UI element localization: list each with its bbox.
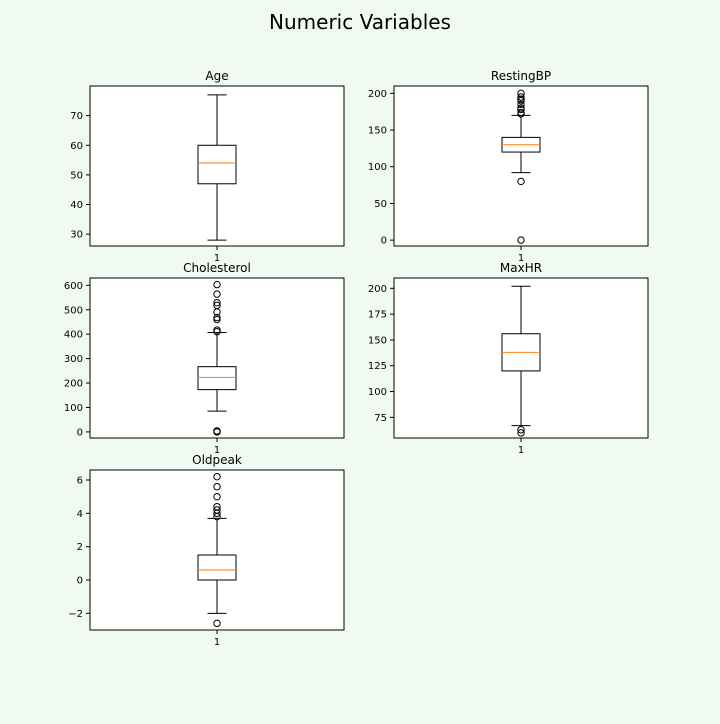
y-tick-label: 300 xyxy=(64,354,83,365)
y-tick-label: 70 xyxy=(70,111,83,122)
y-tick-label: 60 xyxy=(70,141,83,152)
outlier-point xyxy=(517,104,525,112)
figure-title: Numeric Variables xyxy=(269,10,451,34)
outlier-point xyxy=(517,93,525,101)
outlier-point xyxy=(517,429,525,437)
outlier-point xyxy=(517,95,525,103)
y-tick-label: 100 xyxy=(368,162,387,173)
y-tick-label: 200 xyxy=(368,89,387,100)
outlier-point xyxy=(213,326,221,334)
outlier-point xyxy=(213,301,221,310)
box xyxy=(197,554,237,581)
outlier-point xyxy=(213,313,221,322)
outlier-point xyxy=(213,427,221,435)
x-tick-label: 1 xyxy=(518,253,524,264)
outlier-point xyxy=(213,280,221,289)
subplot-cholesterol: Cholesterol 0 100 200 300 400 500 600 1 xyxy=(64,261,345,456)
y-tick-label: 600 xyxy=(64,281,83,292)
y-tick-label: 200 xyxy=(368,284,387,295)
outlier-point xyxy=(213,482,221,491)
y-tick-label: 50 xyxy=(374,199,387,210)
subplot-restingbp: RestingBP 0 50 100 150 200 1 xyxy=(368,69,649,264)
outlier-point xyxy=(517,426,525,434)
outlier-point xyxy=(517,236,525,244)
outlier-point xyxy=(517,89,525,98)
y-tick-label: 100 xyxy=(64,403,83,414)
y-tick-label: 30 xyxy=(70,230,83,241)
box xyxy=(197,144,237,185)
outlier-point xyxy=(517,177,525,186)
subplot-maxhr: MaxHR 75 100 125 150 175 200 1 xyxy=(368,261,649,456)
outlier-point xyxy=(517,100,525,109)
outlier-point xyxy=(213,619,221,628)
subplot-title: Cholesterol xyxy=(183,261,251,275)
y-tick-label: 75 xyxy=(374,413,387,424)
outlier-point xyxy=(213,298,221,307)
y-tick-label: 50 xyxy=(70,170,83,181)
subplot-age: Age 30 40 50 60 70 1 xyxy=(70,69,345,264)
subplot-title: Oldpeak xyxy=(192,453,242,467)
y-tick-label: 4 xyxy=(77,509,83,520)
outlier-point xyxy=(213,506,221,514)
y-tick-label: 2 xyxy=(77,542,83,553)
outlier-point xyxy=(213,315,221,324)
subplot-oldpeak: Oldpeak −2 0 2 4 6 1 xyxy=(68,453,345,648)
outlier-point xyxy=(517,108,525,117)
y-tick-label: 40 xyxy=(70,200,83,211)
outlier-point xyxy=(213,492,221,501)
subplot-title: RestingBP xyxy=(491,69,551,83)
y-tick-label: 0 xyxy=(77,576,83,587)
subplot-title: MaxHR xyxy=(500,261,542,275)
y-tick-label: 0 xyxy=(381,236,387,247)
outlier-point xyxy=(213,472,221,481)
y-tick-label: 200 xyxy=(64,379,83,390)
y-tick-label: 150 xyxy=(368,335,387,346)
y-tick-label: 150 xyxy=(368,126,387,137)
y-tick-label: 400 xyxy=(64,330,83,341)
y-tick-label: −2 xyxy=(68,609,83,620)
outlier-point xyxy=(213,290,221,298)
y-tick-label: 500 xyxy=(64,305,83,316)
y-tick-label: 125 xyxy=(368,361,387,372)
x-tick-label: 1 xyxy=(518,445,524,456)
x-tick-label: 1 xyxy=(214,253,220,264)
y-tick-label: 175 xyxy=(368,310,387,321)
outlier-point xyxy=(213,502,221,511)
subplot-title: Age xyxy=(205,69,228,83)
y-tick-label: 100 xyxy=(368,387,387,398)
box xyxy=(197,366,237,391)
y-tick-label: 0 xyxy=(77,427,83,438)
y-tick-label: 6 xyxy=(77,476,83,487)
x-tick-label: 1 xyxy=(214,445,220,456)
x-tick-label: 1 xyxy=(214,637,220,648)
